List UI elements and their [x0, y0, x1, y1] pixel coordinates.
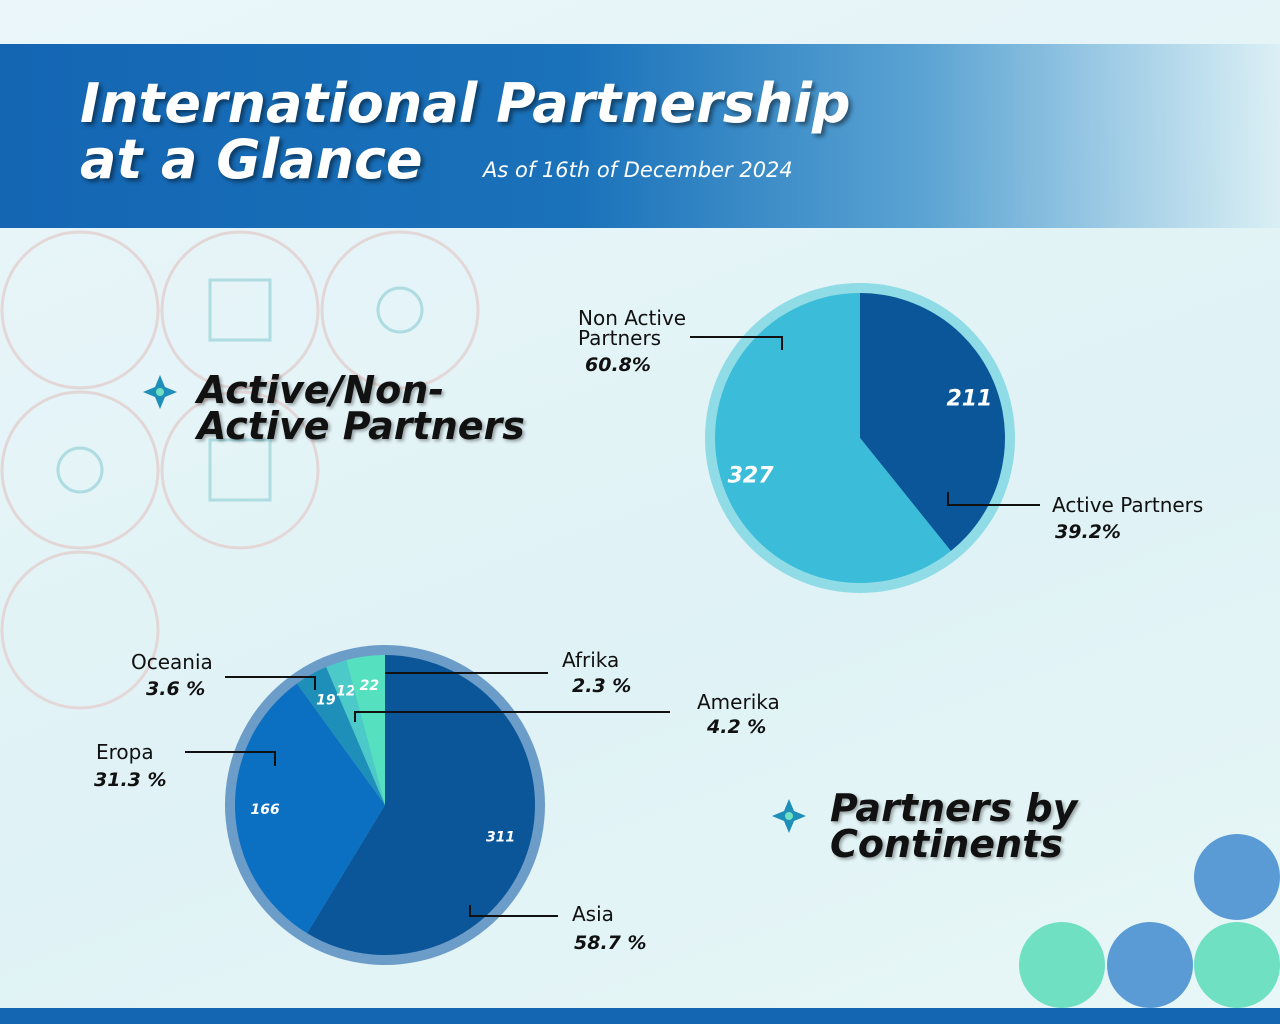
leader-line [690, 336, 783, 350]
pie-slice [715, 293, 951, 584]
legend-label: Non Active Partners [578, 306, 687, 350]
section-title: Partners by Continents [830, 786, 1078, 866]
header-band [0, 44, 1280, 228]
legend-label: Active Partners [1052, 493, 1204, 517]
pie-slice [307, 655, 536, 955]
leader-line [225, 676, 316, 690]
leader-line [947, 492, 1040, 506]
pie-slice [296, 667, 385, 805]
leader-line [354, 711, 670, 722]
legend-label: Eropa [96, 740, 154, 764]
title: at a Glance [80, 128, 423, 191]
percentage-label: 58.7 % [574, 932, 647, 954]
percentage-label: 3.6 % [146, 678, 206, 700]
value-label: 327 [728, 464, 775, 489]
pie-slice [860, 293, 1005, 551]
percentage-label: 4.2 % [707, 716, 767, 738]
value-label: 211 [946, 386, 992, 411]
pie-slice [235, 683, 385, 934]
bottom-bar [0, 1008, 1280, 1024]
pie-slice [346, 655, 385, 805]
leader-line [185, 751, 276, 766]
percentage-label: 31.3 % [94, 769, 167, 791]
section-title: Active/Non-Active Partners [197, 368, 525, 448]
percentage-label: 60.8% [585, 354, 651, 376]
value-label: 311 [486, 829, 515, 845]
legend-label: Amerika [697, 690, 780, 714]
leader-line [469, 905, 558, 917]
value-label: 22 [360, 678, 379, 694]
subtitle: As of 16th of December 2024 [483, 158, 793, 182]
legend-label: Afrika [562, 648, 620, 672]
value-label: 12 [336, 684, 355, 700]
value-label: 166 [250, 802, 279, 818]
pie-slice [326, 660, 385, 805]
title: International Partnership [80, 72, 851, 135]
legend-label: Oceania [131, 650, 213, 674]
percentage-label: 2.3 % [572, 675, 632, 697]
percentage-label: 39.2% [1055, 521, 1121, 543]
legend-label: Asia [572, 902, 614, 926]
value-label: 19 [316, 693, 336, 709]
